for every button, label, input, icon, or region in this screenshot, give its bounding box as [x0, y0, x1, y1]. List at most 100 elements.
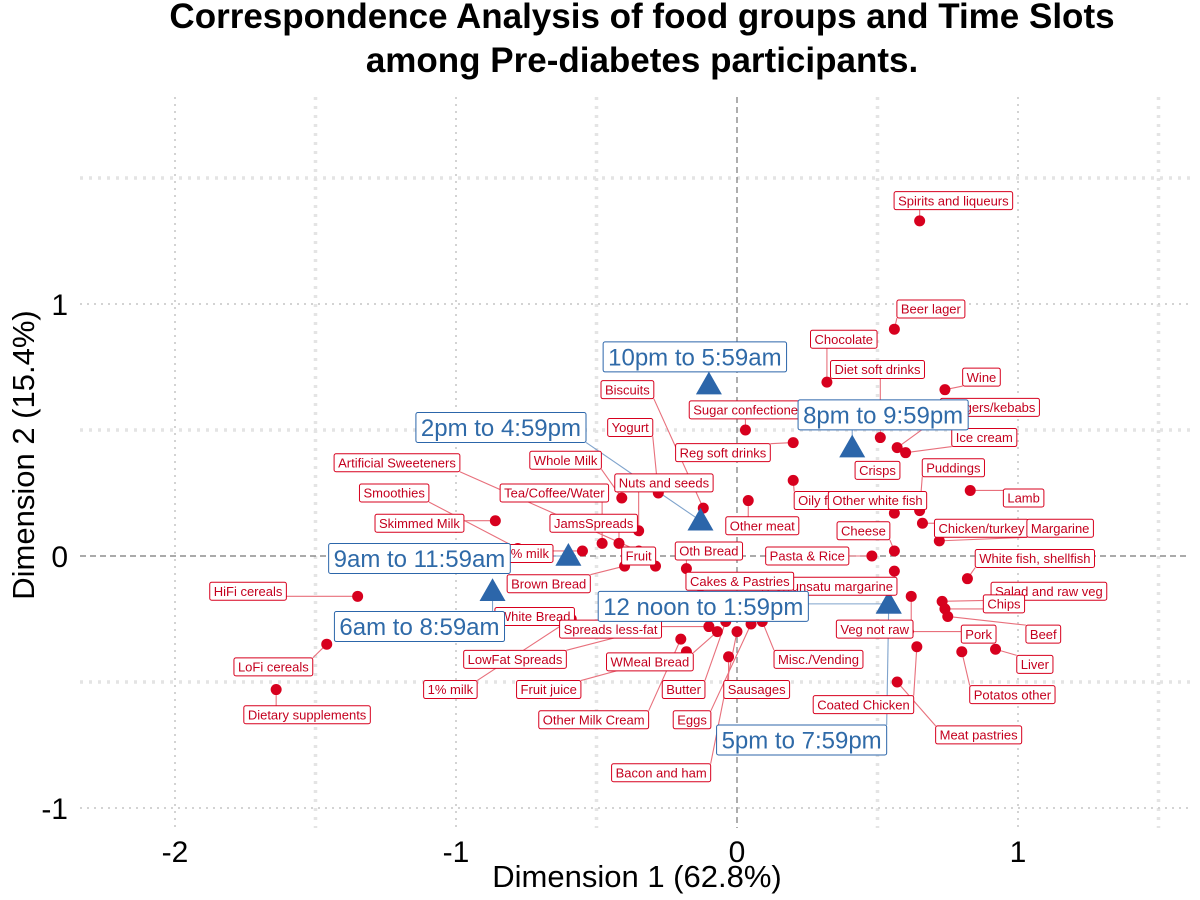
label-text: JamsSpreads: [554, 516, 634, 531]
label-spirits-and-liqueurs: Spirits and liqueurs: [893, 191, 1014, 211]
label-box: [716, 724, 888, 756]
food-point-bacon-and-ham: [731, 626, 743, 638]
time-point-10pm-to-5-59am: [695, 371, 722, 395]
label-box: [611, 763, 712, 783]
label-box: [982, 594, 1026, 614]
data-points: [270, 215, 1002, 696]
label-smoothies: Smoothies: [358, 483, 430, 503]
label-text: 1% milk: [428, 682, 474, 697]
food-point-tea-coffee-water: [596, 537, 608, 549]
label-text: Crisps: [859, 463, 896, 478]
label-box: [516, 680, 582, 700]
label-brown-bread: Brown Bread: [506, 574, 591, 594]
label-skimmed-milk: Skimmed Milk: [374, 513, 465, 533]
label-leader-lines: [275, 209, 1027, 764]
food-point-2-milk: [576, 545, 588, 557]
label-potatos-other: Potatos other: [969, 685, 1056, 705]
label-text: Reg soft drinks: [680, 445, 767, 460]
label-box: [969, 685, 1056, 705]
label-artificial-sweeteners: Artificial Sweeteners: [333, 453, 461, 473]
label-box: [827, 491, 928, 511]
label-text: Wine: [967, 370, 997, 385]
label-text: Fruit: [626, 549, 652, 564]
label-box: [836, 521, 891, 541]
x-axis-title: Dimension 1 (62.8%): [492, 859, 781, 894]
leader-line: [939, 536, 1027, 542]
axis-tick-labels: -2 -1 0 1 -1 0 1: [41, 289, 1026, 869]
label-box: [974, 549, 1095, 569]
label-meat-pastries: Meat pastries: [935, 725, 1023, 745]
label-6am-to-8-59am: 6am to 8:59am: [333, 611, 506, 643]
label-box: [960, 624, 997, 644]
label-liver: Liver: [1016, 654, 1054, 674]
label-box: [607, 417, 654, 437]
food-point-dietary-supplements: [270, 684, 282, 696]
food-point-chicken-turkey: [916, 517, 928, 529]
label-margarine: Margarine: [1026, 518, 1094, 538]
label-beef: Beef: [1025, 624, 1062, 644]
label-text: HiFi cereals: [214, 584, 283, 599]
label-text: 8pm to 9:59pm: [803, 403, 963, 430]
x-tick-label: 0: [729, 836, 746, 869]
label-text: 9am to 11:59am: [334, 546, 506, 573]
y-axis-title: Dimension 2 (15.4%): [6, 310, 41, 599]
food-point-spreads-less-fat: [703, 621, 715, 633]
label-box: [243, 705, 371, 725]
label-sugar-confectionery: Sugar confectionery: [688, 400, 814, 420]
label-text: Misc./Vending: [778, 652, 859, 667]
label-text: Chips: [987, 597, 1021, 612]
label-box: [951, 428, 1018, 448]
leader-line: [947, 615, 1026, 626]
y-tick-label: 0: [51, 541, 68, 574]
label-box: [333, 453, 461, 473]
x-tick-label: -2: [162, 836, 189, 869]
label-bacon-and-ham: Bacon and ham: [611, 763, 712, 783]
food-point-chocolate: [821, 376, 833, 388]
food-point-beer-lager: [888, 323, 900, 335]
food-point-pasta-rice: [866, 550, 878, 562]
label-white-fish-shellfish: White fish, shellfish: [974, 549, 1095, 569]
leader-line: [590, 565, 625, 576]
label-box: [921, 458, 985, 478]
label-lowfat-spreads: LowFat Spreads: [463, 649, 567, 669]
food-point-sugar-confectionery: [739, 424, 751, 436]
label-box: [600, 380, 655, 400]
label-text: White fish, shellfish: [979, 551, 1090, 566]
label-text: Margarine: [1031, 521, 1090, 536]
label-text: Polyunsatu margarine: [766, 579, 892, 594]
label-whole-milk: Whole Milk: [529, 450, 602, 470]
point-labels: Spirits and liqueurs Beer lager Chocolate D…: [209, 191, 1108, 783]
label-text: Spirits and liqueurs: [898, 193, 1009, 208]
label-text: Other white fish: [832, 493, 922, 508]
label-5pm-to-7-59pm: 5pm to 7:59pm: [716, 724, 888, 756]
label-text: Other Milk Cream: [543, 712, 645, 727]
label-polyunsatu-margarine: Polyunsatu margarine: [761, 576, 898, 596]
food-point-wmeal-bread: [711, 626, 723, 638]
label-box: [810, 329, 878, 349]
food-point-hifi-cereals: [352, 590, 364, 602]
label-text: Lamb: [1007, 491, 1040, 506]
label-box: [499, 483, 610, 503]
label-box: [674, 541, 744, 561]
label-box: [1025, 624, 1062, 644]
label-box: [233, 657, 314, 677]
label-yogurt: Yogurt: [607, 417, 654, 437]
x-tick-label: -1: [443, 836, 470, 869]
label-wine: Wine: [962, 367, 1001, 387]
label-2-milk: 2% milk: [498, 543, 554, 563]
label-box: [896, 299, 966, 319]
label-text: Coated Chicken: [817, 697, 910, 712]
label-text: 10pm to 5:59am: [608, 345, 781, 372]
label-box: [602, 341, 788, 373]
food-point-oily-fish: [787, 474, 799, 486]
food-point-margarine: [933, 535, 945, 547]
time-point-8pm-to-9-59pm: [839, 434, 866, 458]
label-text: Nuts and seeds: [619, 476, 710, 491]
label-text: Other meat: [730, 518, 795, 533]
food-point-other-meat: [742, 495, 754, 507]
leader-line: [459, 471, 639, 552]
food-point-spirits-and-liqueurs: [914, 215, 926, 227]
title-line-2: among Pre-diabetes participants.: [366, 41, 918, 80]
y-tick-label: -1: [41, 793, 68, 826]
